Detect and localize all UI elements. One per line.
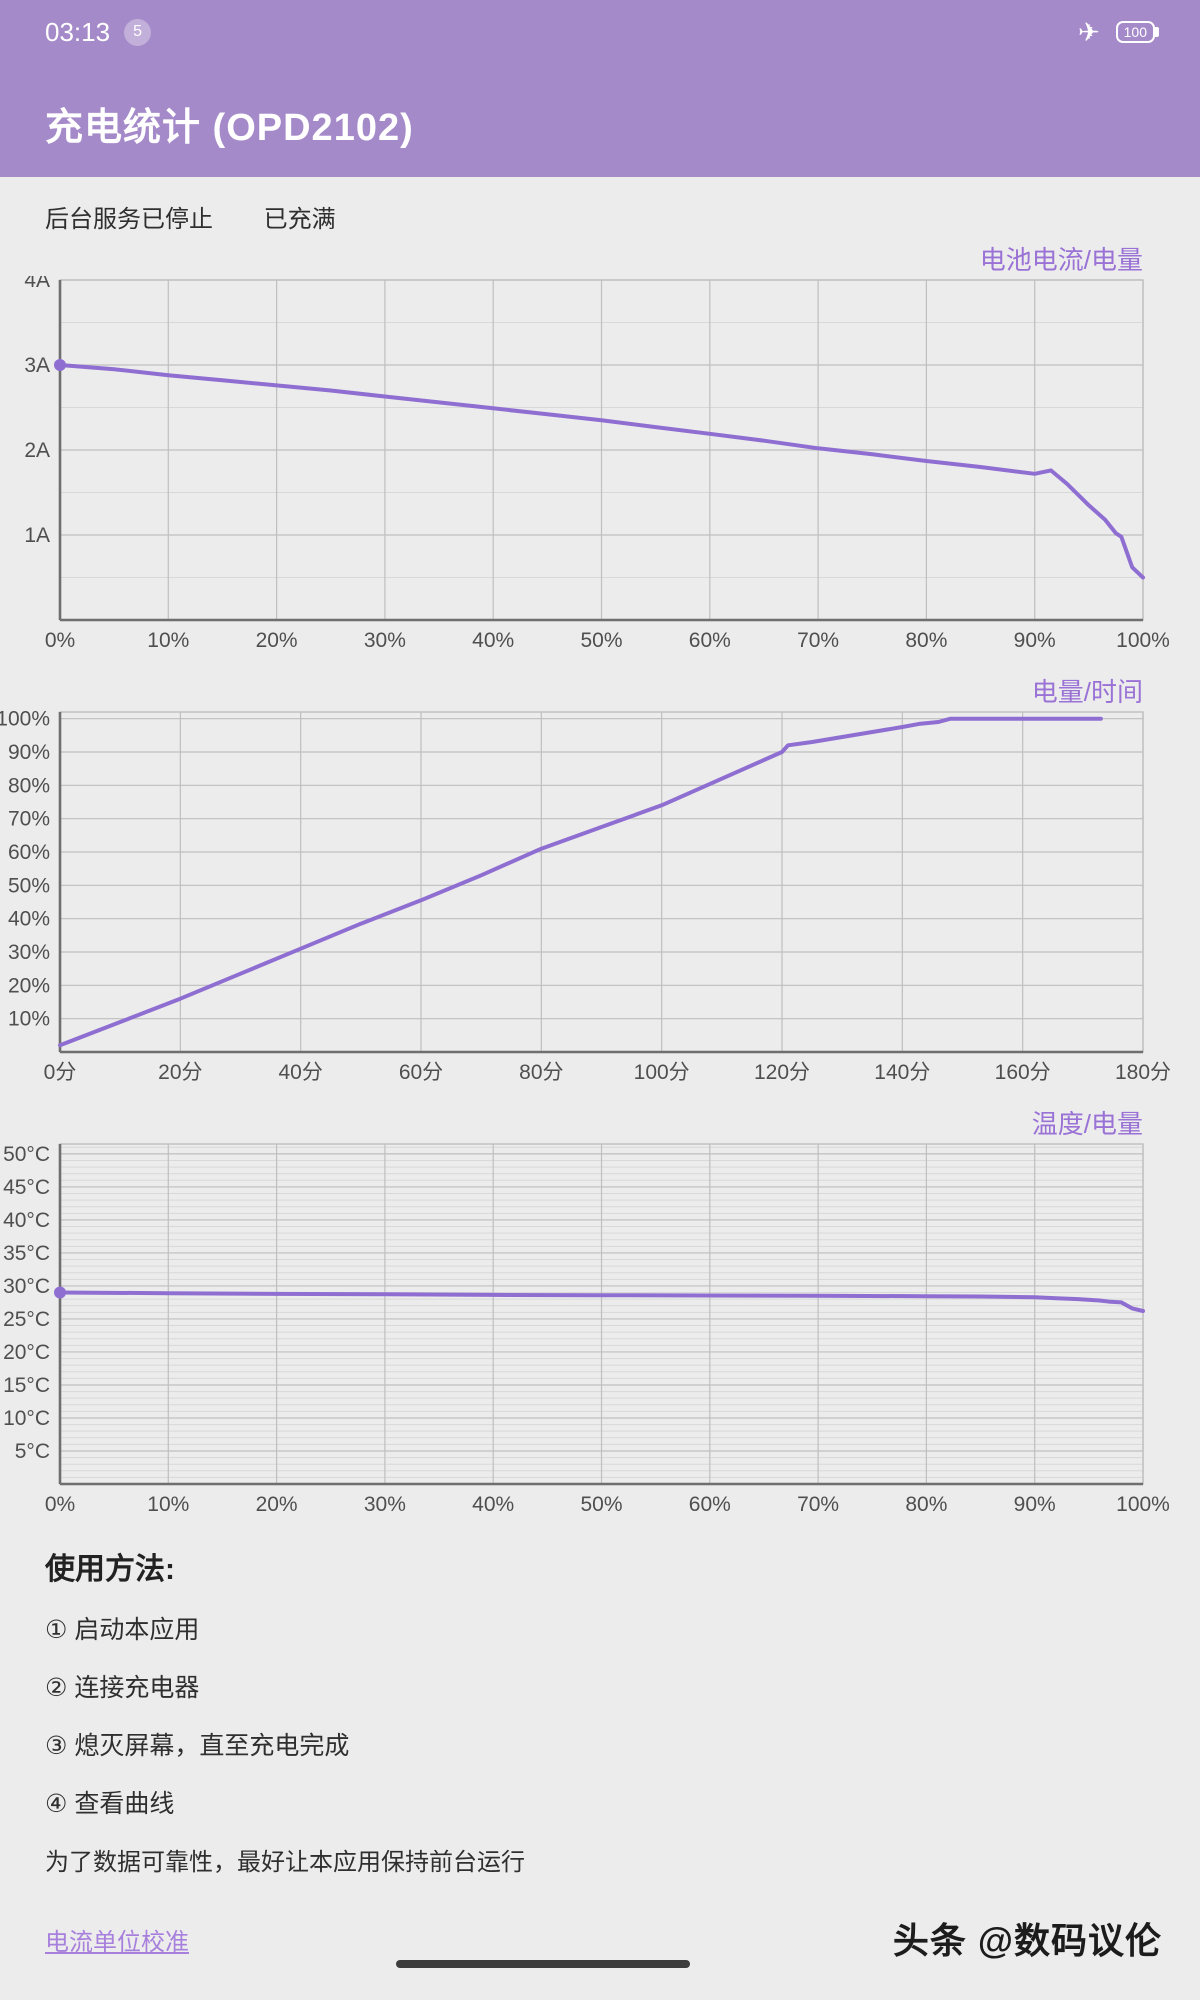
svg-text:30%: 30% (364, 1493, 406, 1516)
instruction-step-4: ④ 查看曲线 (45, 1790, 175, 1818)
svg-text:0%: 0% (45, 1493, 75, 1516)
svg-text:20%: 20% (256, 629, 298, 652)
svg-text:180分: 180分 (1115, 1061, 1171, 1084)
svg-text:100%: 100% (0, 708, 50, 731)
chart-current-vs-charge: 电池电流/电量 4A 3A 2A 1A 0% 10% 20% 30% 40% 50% 60% 70% 8… (0, 244, 1200, 654)
svg-text:10%: 10% (147, 1493, 189, 1516)
status-row: 后台服务已停止 已充满 (0, 177, 1200, 234)
svg-text:10°C: 10°C (3, 1407, 50, 1430)
svg-text:40分: 40分 (278, 1061, 322, 1084)
svg-text:10%: 10% (8, 1008, 50, 1031)
app-header: 03:13 5 ✈ 100 充电统计 (OPD2102) (0, 0, 1200, 177)
svg-text:2A: 2A (24, 439, 50, 462)
svg-text:40°C: 40°C (3, 1209, 50, 1232)
gesture-navigation-bar[interactable] (396, 1960, 690, 1968)
svg-text:70%: 70% (797, 629, 839, 652)
svg-text:45°C: 45°C (3, 1176, 50, 1199)
svg-text:60%: 60% (689, 1493, 731, 1516)
notification-badge: 5 (124, 18, 152, 46)
svg-text:90%: 90% (1014, 1493, 1056, 1516)
svg-text:40%: 40% (8, 908, 50, 931)
svg-text:50%: 50% (8, 874, 50, 897)
svg-text:30%: 30% (8, 941, 50, 964)
service-status: 后台服务已停止 (45, 206, 213, 233)
chart-charge-vs-time: 电量/时间 100% 90% 80% 70% 60% 50% 40% 30% 20% 10% 0分 2… (0, 676, 1200, 1086)
svg-text:50%: 50% (580, 1493, 622, 1516)
svg-text:1A: 1A (24, 524, 50, 547)
svg-text:100%: 100% (1116, 629, 1170, 652)
watermark: 头条 @数码议伦 (892, 1920, 1162, 1961)
svg-text:40%: 40% (472, 1493, 514, 1516)
svg-text:0分: 0分 (44, 1061, 77, 1084)
svg-text:100分: 100分 (634, 1061, 690, 1084)
svg-text:30°C: 30°C (3, 1275, 50, 1298)
chart-current-title: 电池电流/电量 (979, 245, 1143, 275)
svg-text:120分: 120分 (754, 1061, 810, 1084)
clock: 03:13 (45, 16, 111, 47)
instruction-step-1: ① 启动本应用 (45, 1616, 200, 1644)
svg-text:70%: 70% (8, 808, 50, 831)
svg-text:20分: 20分 (158, 1061, 202, 1084)
instruction-step-3: ③ 熄灭屏幕，直至充电完成 (45, 1732, 350, 1760)
svg-text:80分: 80分 (519, 1061, 563, 1084)
svg-text:20%: 20% (8, 974, 50, 997)
svg-text:50%: 50% (580, 629, 622, 652)
svg-text:25°C: 25°C (3, 1308, 50, 1331)
svg-text:20%: 20% (256, 1493, 298, 1516)
chart-current-plot: 4A 3A 2A 1A 0% 10% 20% 30% 40% 50% 60% 70% 80% 90% 100… (0, 276, 1200, 654)
svg-text:90%: 90% (8, 741, 50, 764)
svg-text:60分: 60分 (399, 1061, 443, 1084)
chart-charge-plot: 100% 90% 80% 70% 60% 50% 40% 30% 20% 10% 0分 20分 40分 6… (0, 708, 1200, 1086)
svg-text:50°C: 50°C (3, 1143, 50, 1166)
svg-text:140分: 140分 (874, 1061, 930, 1084)
svg-text:80%: 80% (905, 629, 947, 652)
svg-text:40%: 40% (472, 629, 514, 652)
chart-temperature-vs-charge: 温度/电量 50°C 45°C 40°C 35°C 30°C 25°C 20°C 15°C 10… (0, 1108, 1200, 1518)
svg-text:60%: 60% (689, 629, 731, 652)
svg-text:5°C: 5°C (15, 1440, 50, 1463)
status-bar: 03:13 5 ✈ 100 (45, 0, 1155, 64)
svg-text:3A: 3A (24, 354, 50, 377)
svg-text:80%: 80% (905, 1493, 947, 1516)
svg-text:160分: 160分 (995, 1061, 1051, 1084)
svg-text:10%: 10% (147, 629, 189, 652)
charge-status: 已充满 (263, 206, 336, 233)
chart-temperature-title: 温度/电量 (1031, 1109, 1143, 1139)
svg-text:80%: 80% (8, 774, 50, 797)
current-calibration-link[interactable]: 电流单位校准 (45, 1929, 189, 1956)
instruction-step-2: ② 连接充电器 (45, 1674, 200, 1702)
svg-text:15°C: 15°C (3, 1374, 50, 1397)
svg-text:90%: 90% (1014, 629, 1056, 652)
page-title: 充电统计 (OPD2102) (45, 107, 414, 149)
battery-level: 100 (1123, 24, 1147, 40)
reliability-note: 为了数据可靠性，最好让本应用保持前台运行 (45, 1849, 525, 1876)
svg-text:4A: 4A (24, 276, 50, 292)
svg-text:30%: 30% (364, 629, 406, 652)
svg-text:35°C: 35°C (3, 1242, 50, 1265)
svg-text:70%: 70% (797, 1493, 839, 1516)
svg-text:20°C: 20°C (3, 1341, 50, 1364)
chart-charge-title: 电量/时间 (1031, 677, 1143, 707)
svg-text:100%: 100% (1116, 1493, 1170, 1516)
battery-icon: 100 (1115, 21, 1155, 43)
airplane-mode-icon: ✈ (1077, 17, 1100, 47)
svg-text:60%: 60% (8, 841, 50, 864)
svg-text:0%: 0% (45, 629, 75, 652)
instructions-section: 使用方法: ① 启动本应用 ② 连接充电器 ③ 熄灭屏幕，直至充电完成 ④ 查看… (45, 1552, 1155, 1878)
chart-temperature-plot: 50°C 45°C 40°C 35°C 30°C 25°C 20°C 15°C 10°C 5°C 0… (0, 1140, 1200, 1518)
instructions-heading: 使用方法: (45, 1553, 175, 1586)
